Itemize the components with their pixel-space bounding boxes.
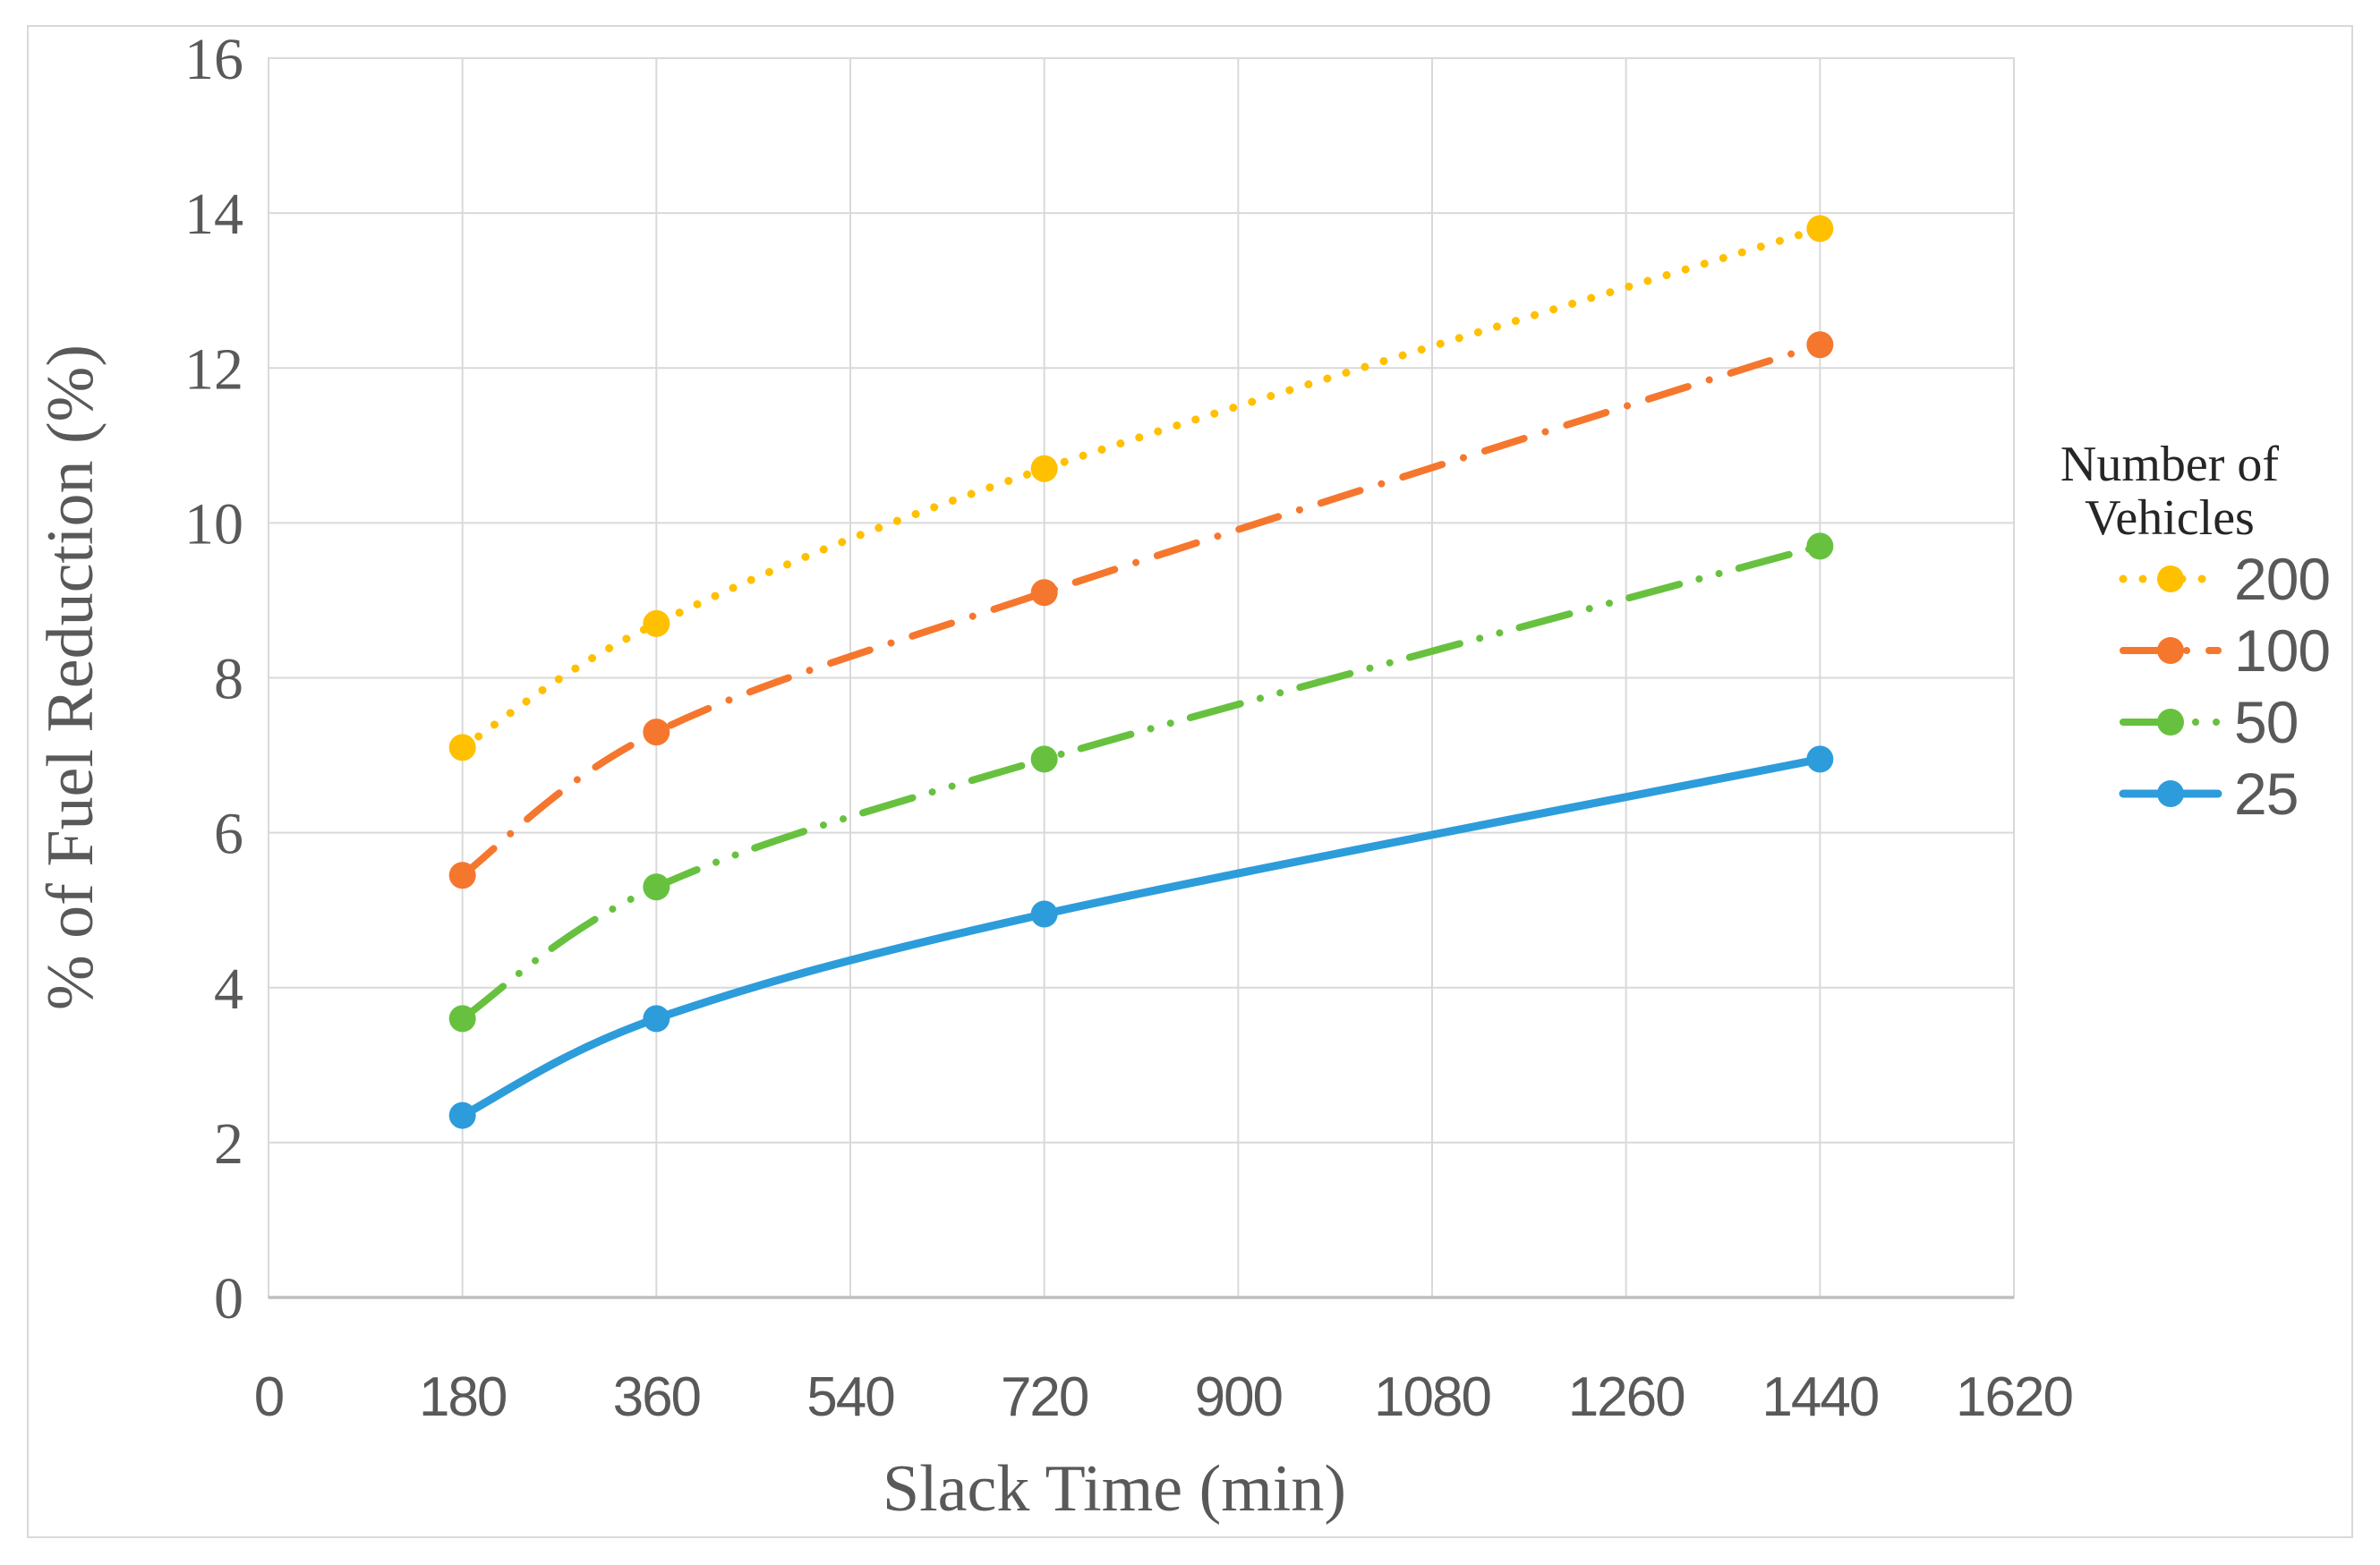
y-tick-label: 16 [184, 27, 243, 92]
series-line-100 [458, 341, 1824, 880]
y-tick-label: 2 [214, 1111, 243, 1177]
y-axis-title: % of Fuel Reduction (%) [34, 344, 107, 1010]
series-50 [448, 532, 1834, 1033]
x-tick-label: 540 [806, 1366, 894, 1428]
data-point-marker [1030, 455, 1058, 482]
legend-title-line: Vehicles [2085, 490, 2255, 546]
x-tick-label: 1080 [1374, 1366, 1490, 1428]
legend-marker [2157, 780, 2184, 807]
x-tick-label: 180 [419, 1366, 507, 1428]
data-point-marker [1806, 331, 1834, 359]
x-tick-label: 1440 [1762, 1366, 1878, 1428]
legend-item-label: 200 [2234, 546, 2330, 612]
x-tick-label: 1620 [1956, 1366, 2072, 1428]
x-tick-label: 900 [1195, 1366, 1283, 1428]
data-point-marker [1030, 900, 1058, 928]
series-200 [448, 215, 1834, 761]
y-tick-label: 0 [214, 1266, 243, 1331]
data-point-marker [1030, 745, 1058, 773]
data-point-marker [1806, 215, 1834, 242]
series-25 [448, 745, 1834, 1129]
x-tick-label: 360 [613, 1366, 701, 1428]
data-point-marker [643, 719, 670, 746]
legend-item-25: 25 [2119, 761, 2299, 827]
legend-title-line: Number of [2060, 437, 2280, 492]
legend-item-label: 25 [2234, 761, 2298, 827]
data-series [448, 215, 1834, 1129]
legend-item-50: 50 [2120, 689, 2299, 755]
legend-marker [2157, 566, 2184, 592]
y-axis-tick-labels: 0 2 4 6 8 10 12 14 16 [184, 27, 243, 1331]
y-tick-label: 12 [184, 336, 243, 402]
y-tick-label: 4 [214, 957, 243, 1022]
legend-marker [2157, 637, 2184, 664]
y-tick-label: 14 [184, 182, 243, 247]
x-tick-label: 0 [254, 1366, 284, 1428]
x-tick-label: 720 [1001, 1366, 1088, 1428]
data-point-marker [1806, 532, 1834, 560]
legend-item-200: 200 [2119, 546, 2331, 612]
x-tick-label: 1260 [1568, 1366, 1685, 1428]
legend-item-100: 100 [2120, 617, 2331, 684]
data-point-marker [448, 1005, 476, 1033]
series-line-50 [458, 542, 1824, 1023]
data-point-marker [1030, 579, 1058, 607]
series-100 [448, 331, 1834, 889]
series-line-200 [458, 224, 1824, 752]
y-tick-label: 8 [214, 647, 243, 712]
legend-item-label: 50 [2234, 689, 2298, 755]
data-point-marker [448, 862, 476, 889]
legend-item-label: 100 [2234, 617, 2330, 684]
legend-marker [2157, 709, 2184, 736]
data-point-marker [448, 734, 476, 761]
data-point-marker [643, 873, 670, 901]
data-point-marker [643, 1005, 670, 1033]
y-tick-label: 10 [184, 491, 243, 557]
x-axis-title: Slack Time (min) [883, 1452, 1346, 1526]
data-point-marker [1806, 745, 1834, 773]
data-point-marker [643, 609, 670, 637]
chart-frame-border [27, 25, 2353, 1538]
x-axis-tick-labels: 0 180 360 540 720 900 1080 1260 1440 1620 [254, 1366, 2075, 1428]
series-line-25 [458, 754, 1824, 1120]
data-point-marker [448, 1101, 476, 1129]
y-tick-label: 6 [214, 802, 243, 867]
